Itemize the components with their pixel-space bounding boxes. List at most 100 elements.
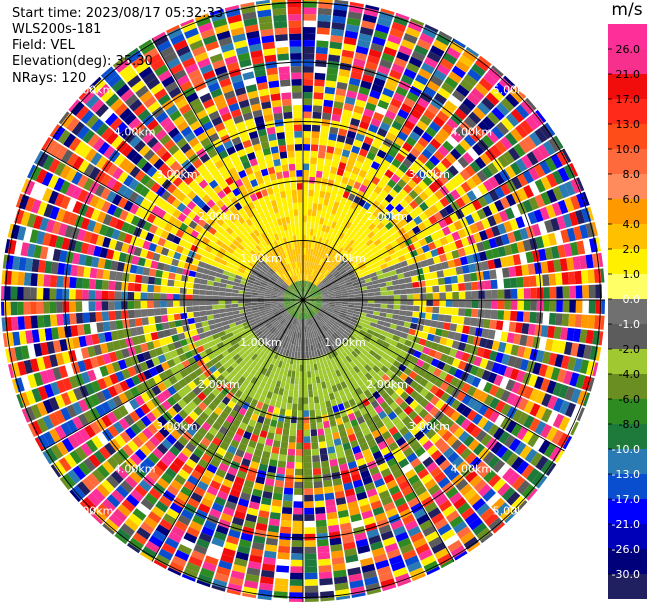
velocity-bin: [134, 170, 146, 182]
velocity-bin: [251, 454, 261, 464]
velocity-bin: [310, 284, 316, 290]
velocity-bin: [365, 403, 374, 413]
velocity-bin: [224, 239, 232, 247]
velocity-bin: [340, 324, 347, 331]
velocity-bin: [382, 584, 397, 592]
velocity-bin: [380, 286, 387, 292]
velocity-bin: [285, 329, 290, 336]
velocity-bin: [89, 267, 98, 279]
velocity-bin: [337, 457, 347, 466]
velocity-bin: [539, 206, 550, 221]
velocity-bin: [561, 149, 572, 163]
velocity-bin: [515, 158, 528, 172]
velocity-bin: [326, 345, 333, 352]
velocity-bin: [52, 367, 62, 381]
velocity-bin: [279, 288, 286, 293]
velocity-bin: [101, 414, 113, 428]
velocity-bin: [215, 208, 225, 218]
velocity-bin: [303, 410, 310, 417]
velocity-bin: [122, 187, 134, 200]
velocity-bin: [324, 271, 331, 277]
velocity-bin: [251, 292, 258, 296]
velocity-bin: [439, 253, 448, 263]
velocity-bin: [261, 352, 268, 360]
velocity-bin: [568, 271, 576, 285]
velocity-bin: [304, 514, 315, 521]
velocity-bin: [463, 273, 471, 282]
velocity-bin: [146, 119, 159, 131]
velocity-bin: [513, 333, 522, 345]
velocity-bin: [346, 346, 354, 353]
velocity-bin: [429, 45, 445, 58]
velocity-bin: [383, 501, 396, 512]
velocity-bin: [523, 135, 537, 150]
velocity-bin: [483, 72, 498, 87]
velocity-bin: [83, 231, 93, 243]
velocity-bin: [387, 300, 394, 305]
velocity-bin: [276, 269, 283, 276]
velocity-bin: [179, 306, 187, 313]
velocity-bin: [547, 325, 556, 339]
velocity-bin: [102, 213, 113, 226]
velocity-bin: [245, 425, 255, 434]
velocity-bin: [442, 244, 452, 253]
velocity-bin: [181, 447, 193, 458]
velocity-bin: [290, 301, 297, 303]
velocity-bin: [174, 549, 190, 562]
velocity-bin: [468, 263, 477, 273]
velocity-bin: [193, 311, 201, 318]
velocity-bin: [99, 247, 109, 259]
velocity-bin: [179, 287, 187, 294]
velocity-bin: [81, 477, 96, 492]
velocity-bin: [60, 195, 71, 210]
velocity-bin: [471, 63, 486, 77]
velocity-bin: [50, 261, 59, 275]
velocity-bin: [127, 440, 139, 453]
velocity-bin: [139, 248, 149, 258]
velocity-bin: [322, 106, 333, 114]
velocity-bin: [361, 293, 368, 297]
velocity-bin: [445, 486, 459, 499]
velocity-bin: [335, 330, 342, 337]
velocity-bin: [105, 226, 115, 238]
velocity-bin: [45, 447, 58, 463]
velocity-bin: [257, 365, 264, 374]
velocity-bin: [284, 304, 291, 307]
velocity-bin: [219, 287, 226, 292]
velocity-bin: [323, 232, 329, 240]
velocity-bin: [460, 531, 475, 545]
velocity-bin: [455, 197, 466, 209]
velocity-bin: [387, 148, 398, 158]
velocity-bin: [159, 495, 172, 508]
velocity-bin: [487, 215, 497, 227]
velocity-bin: [316, 40, 329, 48]
velocity-bin: [430, 271, 438, 279]
velocity-bin: [377, 320, 385, 326]
velocity-bin: [331, 113, 342, 122]
velocity-bin: [246, 282, 254, 287]
velocity-bin: [449, 348, 458, 358]
velocity-bin: [388, 188, 398, 198]
velocity-bin: [187, 276, 195, 283]
velocity-bin: [253, 448, 263, 457]
velocity-bin: [169, 226, 179, 236]
velocity-bin: [354, 52, 368, 61]
velocity-bin: [456, 402, 467, 414]
velocity-bin: [114, 219, 125, 231]
velocity-bin: [299, 312, 301, 320]
velocity-bin: [432, 115, 446, 128]
velocity-bin: [404, 353, 413, 362]
velocity-bin: [324, 280, 331, 286]
velocity-bin: [398, 188, 409, 199]
velocity-bin: [341, 260, 349, 267]
velocity-bin: [305, 306, 308, 313]
velocity-bin: [207, 392, 216, 402]
velocity-bin: [249, 321, 257, 327]
velocity-bin: [403, 97, 416, 108]
velocity-bin: [191, 334, 200, 342]
velocity-bin: [328, 413, 335, 421]
velocity-bin: [277, 360, 283, 368]
velocity-bin: [71, 186, 83, 200]
velocity-bin: [422, 218, 432, 228]
velocity-bin: [319, 230, 325, 239]
